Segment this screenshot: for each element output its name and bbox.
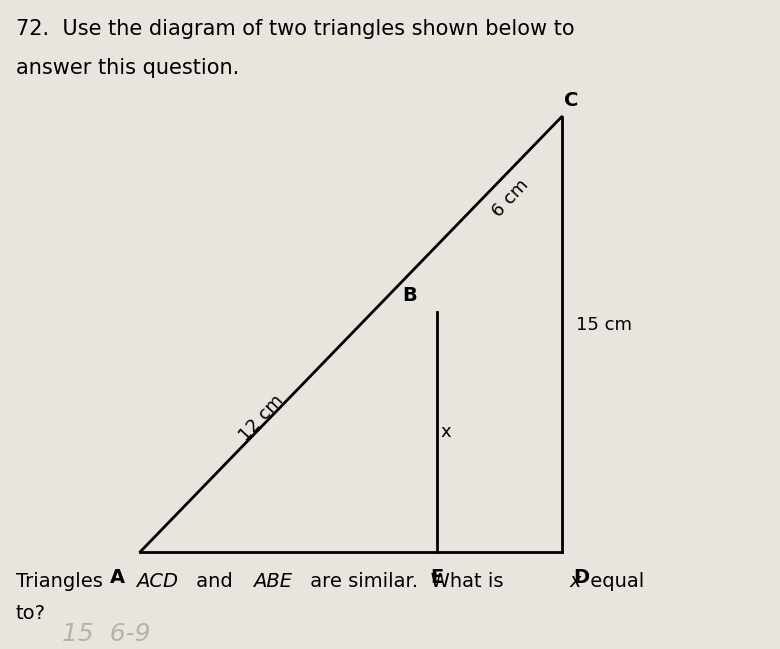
Text: 72.  Use the diagram of two triangles shown below to: 72. Use the diagram of two triangles sho… xyxy=(16,19,574,40)
Text: ABE: ABE xyxy=(254,572,292,591)
Text: A: A xyxy=(109,568,125,587)
Text: are similar.  What is: are similar. What is xyxy=(303,572,509,591)
Text: and: and xyxy=(190,572,239,591)
Text: 15  6-9: 15 6-9 xyxy=(62,622,151,646)
Text: x: x xyxy=(569,572,580,591)
Text: E: E xyxy=(431,568,443,587)
Text: to?: to? xyxy=(16,604,45,623)
Text: ACD: ACD xyxy=(136,572,178,591)
Text: D: D xyxy=(573,568,589,587)
Text: answer this question.: answer this question. xyxy=(16,58,239,79)
Text: B: B xyxy=(402,286,417,305)
Text: Triangles: Triangles xyxy=(16,572,108,591)
Text: C: C xyxy=(564,91,578,110)
Text: 12 cm: 12 cm xyxy=(236,392,287,445)
Text: 6 cm: 6 cm xyxy=(489,175,533,221)
Text: x: x xyxy=(441,422,452,441)
Text: equal: equal xyxy=(584,572,644,591)
Text: 15 cm: 15 cm xyxy=(576,315,633,334)
